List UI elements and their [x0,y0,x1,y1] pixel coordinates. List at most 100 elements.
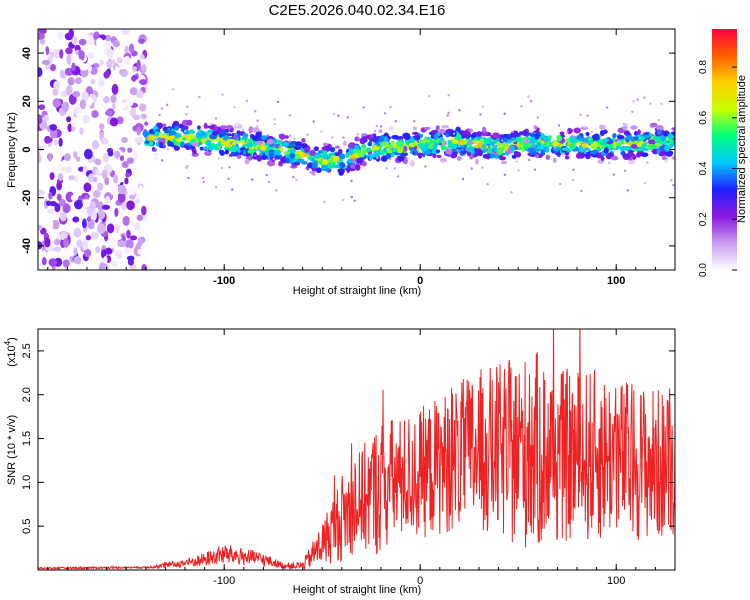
spectrogram-cell [585,150,589,153]
spectrogram-cell [590,145,597,150]
spectrogram-cell [38,224,43,231]
spectrogram-cell [338,162,346,169]
spectrogram-cell [314,154,321,159]
spectrogram-cell [561,153,564,156]
snr-x-tick: -100 [213,329,235,587]
spectrogram-cell [125,239,134,249]
spectrogram-cell [337,148,343,155]
spectrogram-cell [244,158,250,165]
spectrogram-cell [476,131,483,137]
spectrogram-cell [587,135,590,139]
spectrogram-cell [386,147,391,153]
spectrogram-cell [38,32,45,41]
spectrogram-cell [113,174,119,184]
svg-text:-100: -100 [213,275,235,287]
spectrogram-cell [75,156,81,162]
svg-text:(x104): (x104) [3,337,18,367]
svg-text:2.5: 2.5 [21,343,33,358]
spectrogram-cell [557,124,561,127]
spectrogram-cell [458,109,461,112]
spectrogram-cell [640,152,649,158]
spectrogram-cell [71,62,76,72]
spectrogram-cell [256,119,259,122]
spectrogram-cell [106,223,115,234]
spectrogram-cell [533,125,538,130]
spectrogram-cell [348,142,355,149]
snr-y-axis-label: SNR (10 * v/v) [6,415,18,485]
spectrogram-cell [119,102,127,109]
spectrogram-cell [38,67,43,77]
spectrogram-cell [631,110,634,114]
spectrogram-cell [131,151,138,161]
spectrogram-cell [630,144,638,149]
spectrogram-cell [356,137,360,140]
spectrogram-cell [322,164,328,168]
spectrogram-cell [132,66,138,72]
spectrogram-cell [59,49,64,59]
spectrogram-cell [600,156,605,161]
spectrogram-cell [130,186,135,198]
spectrogram-cell [127,147,133,153]
colorbar-tick: 0.2 [698,212,737,226]
spectrogram-cell [164,129,170,134]
spectrogram-cell [230,127,235,132]
spectrogram-cell [100,137,109,145]
spectrogram-cell [538,150,541,153]
spectrogram-cell [160,107,164,110]
spectrogram-cell [546,141,551,148]
spectrogram-cell [636,98,639,101]
spectrogram-cell [49,124,58,131]
spectrogram-cell [84,122,91,134]
spectrogram-cell [158,113,161,117]
spectrogram-cell [474,149,480,157]
colorbar-tick: 0.6 [698,110,737,125]
spectrogram-cell [268,149,275,154]
spectrogram-cell [66,116,72,123]
spectrogram-cell [393,167,397,170]
spectrogram-cell [38,189,45,197]
svg-text:-100: -100 [213,575,235,587]
spectrogram-cell [76,113,85,120]
spectrogram-cell [98,123,105,130]
spectrogram-cell [545,146,550,153]
spectrogram-cell [583,125,586,129]
spectrogram-cell [136,126,141,136]
spectrogram-cell [254,154,257,157]
spectrogram-cell [486,182,489,186]
spectrogram-cell [112,40,121,48]
spectrogram-cell [390,140,395,145]
spectrogram-cell [137,237,143,246]
spectrogram-cell [73,176,80,183]
spectrogram-cell [140,113,147,120]
colorbar-ticks: 0.0 0.2 0.4 0.6 0.8 [698,60,737,277]
spectrogram-cell [496,141,501,146]
spectrogram-cell [132,114,141,121]
spectrogram-cell [420,145,429,152]
spectrogram-cell [566,130,570,134]
spectrogram-cell [223,141,231,147]
spectrogram-cell [353,199,356,203]
spectrogram-cell [185,113,188,116]
spectrogram-cell [359,137,366,145]
spectrogram-cell [373,129,377,133]
spectrogram-cell [230,150,239,157]
spectrogram-cell [128,194,136,200]
spectrogram-cell [656,124,664,132]
spectrogram-cell [622,125,628,131]
spectrogram-cell [564,152,570,156]
spectrogram-cell [96,223,106,234]
spectrogram-cell [623,169,627,172]
spectrogram-cell [514,137,523,142]
spectrogram-cell [428,94,431,98]
spectrogram-cell [580,189,583,193]
spectrogram-cell [116,234,122,241]
spectrogram-cell [74,199,83,210]
svg-text:0.0: 0.0 [698,263,709,277]
spectrogram-cell [104,110,113,116]
colorbar-gradient [712,29,737,270]
spectrogram-cell [320,158,324,161]
spectrogram-cell [107,150,114,157]
spectrogram-cell [380,156,388,162]
spectrogram-cell [242,133,249,138]
spectrogram-cell [242,149,247,155]
